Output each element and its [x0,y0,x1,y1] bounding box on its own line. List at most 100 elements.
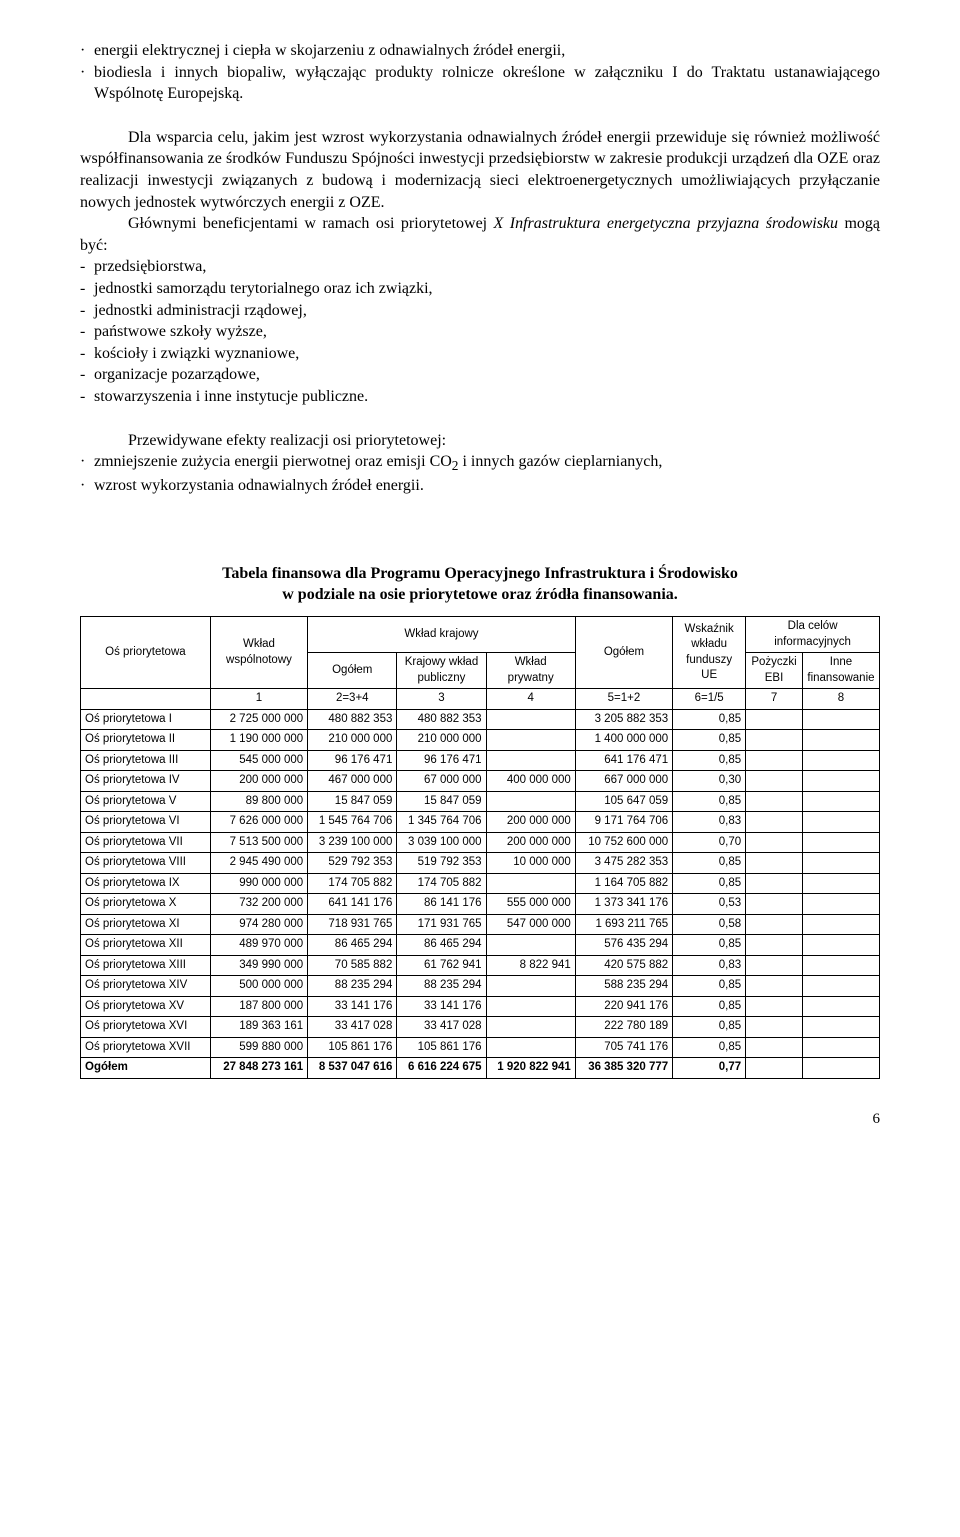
table-row: Oś priorytetowa II1 190 000 000210 000 0… [81,730,880,751]
intro-bullet-item: ·energii elektrycznej i ciepła w skojarz… [80,40,880,62]
cell: 718 931 765 [308,914,397,935]
cell [746,853,803,874]
cell: 7 626 000 000 [210,812,307,833]
cell [486,709,575,730]
dash-icon: - [80,256,94,278]
cell: 1 920 822 941 [486,1058,575,1079]
table-row: Oś priorytetowa XV187 800 00033 141 1763… [81,996,880,1017]
table-row: Oś priorytetowa XII489 970 00086 465 294… [81,935,880,956]
cell: 480 882 353 [308,709,397,730]
th-other: Inne finansowanie [802,653,879,689]
cell: 200 000 000 [486,812,575,833]
cell [802,976,879,997]
cell: Ogółem [81,1058,211,1079]
cell: 67 000 000 [397,771,486,792]
cell: 1 164 705 882 [575,873,672,894]
table-row: Oś priorytetowa I2 725 000 000480 882 35… [81,709,880,730]
bullet-text: energii elektrycznej i ciepła w skojarze… [94,40,565,62]
effect-item: ·wzrost wykorzystania odnawialnych źróde… [80,475,880,497]
beneficiary-item: - jednostki samorządu terytorialnego ora… [80,278,880,300]
cell [746,709,803,730]
cell: 15 847 059 [397,791,486,812]
cell [746,976,803,997]
cell: 0,58 [673,914,746,935]
cell: 8 537 047 616 [308,1058,397,1079]
cell [802,709,879,730]
cell: 3 239 100 000 [308,832,397,853]
cell: 0,53 [673,894,746,915]
cell [486,750,575,771]
cell: 10 000 000 [486,853,575,874]
effects-lead: Przewidywane efekty realizacji osi prior… [80,430,880,452]
table-row: Oś priorytetowa VIII2 945 490 000529 792… [81,853,880,874]
cell: 2 945 490 000 [210,853,307,874]
cell: 641 141 176 [308,894,397,915]
cell [486,1037,575,1058]
bullet-dot-icon: · [80,451,94,475]
cell: Oś priorytetowa XII [81,935,211,956]
cell: 0,85 [673,853,746,874]
cell: 171 931 765 [397,914,486,935]
cell: 105 861 176 [308,1037,397,1058]
beneficiary-item: - stowarzyszenia i inne instytucje publi… [80,386,880,408]
cell: Oś priorytetowa XI [81,914,211,935]
cell [746,730,803,751]
cell [746,873,803,894]
col-num: 8 [802,689,879,710]
lead-text: Głównymi beneficjentami w ramach osi pri… [128,215,494,232]
dash-icon: - [80,300,94,322]
cell: 88 235 294 [397,976,486,997]
cell [802,853,879,874]
cell: 0,85 [673,709,746,730]
cell [486,791,575,812]
cell: 599 880 000 [210,1037,307,1058]
cell [802,1037,879,1058]
cell [746,832,803,853]
cell: 105 861 176 [397,1037,486,1058]
cell: 0,85 [673,750,746,771]
cell: 732 200 000 [210,894,307,915]
cell: Oś priorytetowa VIII [81,853,211,874]
cell [802,914,879,935]
cell: 10 752 600 000 [575,832,672,853]
cell: 200 000 000 [486,832,575,853]
cell [802,832,879,853]
beneficiary-text: jednostki administracji rządowej, [94,300,307,322]
th-private: Wkład prywatny [486,653,575,689]
cell: 210 000 000 [397,730,486,751]
cell [802,894,879,915]
cell: 467 000 000 [308,771,397,792]
effect-text: zmniejszenie zużycia energii pierwotnej … [94,451,662,475]
col-num-blank [81,689,211,710]
cell [746,812,803,833]
subscript: 2 [452,458,459,473]
cell: 0,85 [673,935,746,956]
cell: 547 000 000 [486,914,575,935]
cell: 1 400 000 000 [575,730,672,751]
cell: Oś priorytetowa XVII [81,1037,211,1058]
cell: Oś priorytetowa XVI [81,1017,211,1038]
cell: 174 705 882 [308,873,397,894]
cell [802,771,879,792]
table-row: Oś priorytetowa XIII349 990 00070 585 88… [81,955,880,976]
cell [802,1017,879,1038]
table-row: Oś priorytetowa X732 200 000641 141 1768… [81,894,880,915]
cell: 86 141 176 [397,894,486,915]
cell: 3 205 882 353 [575,709,672,730]
cell: Oś priorytetowa IX [81,873,211,894]
th-indicator: Wskaźnik wkładu funduszy UE [673,617,746,689]
cell: 36 385 320 777 [575,1058,672,1079]
cell: 15 847 059 [308,791,397,812]
cell: 0,85 [673,996,746,1017]
cell: 0,83 [673,955,746,976]
cell [746,771,803,792]
cell [486,730,575,751]
beneficiary-text: przedsiębiorstwa, [94,256,206,278]
cell [746,935,803,956]
cell: 974 280 000 [210,914,307,935]
intro-bullet-list: ·energii elektrycznej i ciepła w skojarz… [80,40,880,105]
cell: 0,85 [673,873,746,894]
cell: 420 575 882 [575,955,672,976]
cell: 480 882 353 [397,709,486,730]
cell: 8 822 941 [486,955,575,976]
